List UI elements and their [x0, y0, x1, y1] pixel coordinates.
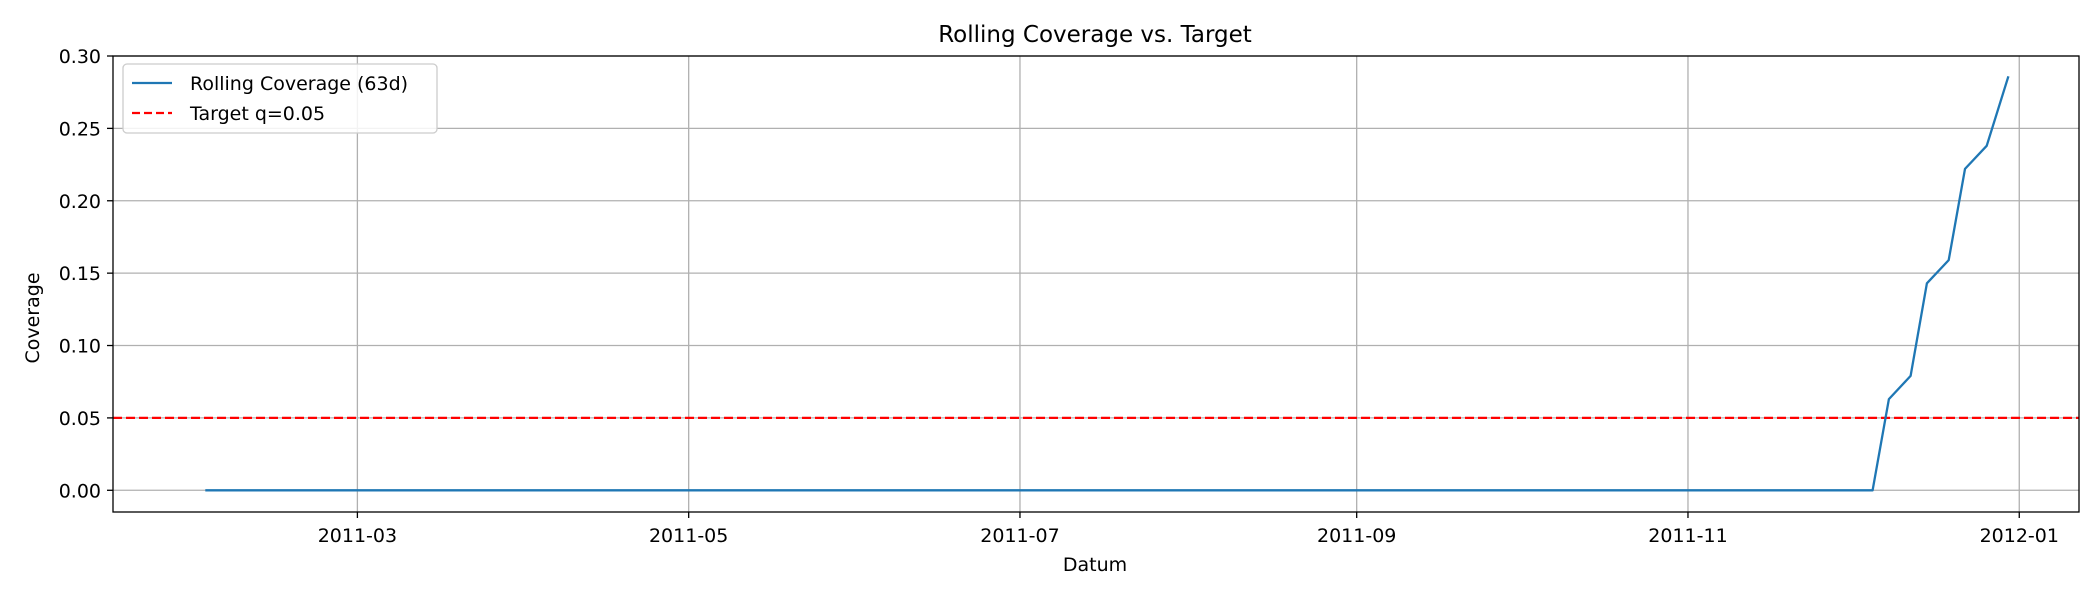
legend-box: [122, 63, 438, 134]
x-tick-label: 2011-07: [980, 525, 1059, 547]
plot-frame: [112, 55, 2080, 513]
y-axis-ticks: 0.00 0.05 0.10 0.15 0.20 0.25 0.30: [59, 46, 113, 502]
y-tick-label: 0.15: [59, 263, 101, 285]
y-tick-label: 0.30: [59, 46, 101, 68]
x-axis-label: Datum: [1063, 554, 1127, 576]
y-axis-label: Coverage: [22, 272, 44, 363]
x-tick-label: 2012-01: [1980, 525, 2059, 547]
y-tick-label: 0.00: [59, 480, 101, 502]
x-tick-label: 2011-03: [318, 525, 397, 547]
y-tick-label: 0.05: [59, 408, 101, 430]
y-tick-label: 0.20: [59, 191, 101, 213]
x-axis-ticks: 2011-03 2011-05 2011-07 2011-09 2011-11 2012-…: [318, 512, 2059, 547]
x-tick-label: 2011-05: [649, 525, 728, 547]
y-tick-label: 0.10: [59, 336, 101, 358]
legend-label-coverage: Rolling Coverage (63d): [190, 73, 408, 95]
chart-title: Rolling Coverage vs. Target: [938, 22, 1252, 48]
legend-label-target: Target q=0.05: [189, 103, 325, 125]
x-tick-label: 2011-11: [1648, 525, 1727, 547]
coverage-line: [205, 75, 2010, 492]
x-tick-label: 2011-09: [1317, 525, 1396, 547]
coverage-series: [205, 75, 2010, 492]
y-tick-label: 0.25: [59, 118, 101, 140]
legend: Rolling Coverage (63d) Target q=0.05: [122, 63, 438, 134]
